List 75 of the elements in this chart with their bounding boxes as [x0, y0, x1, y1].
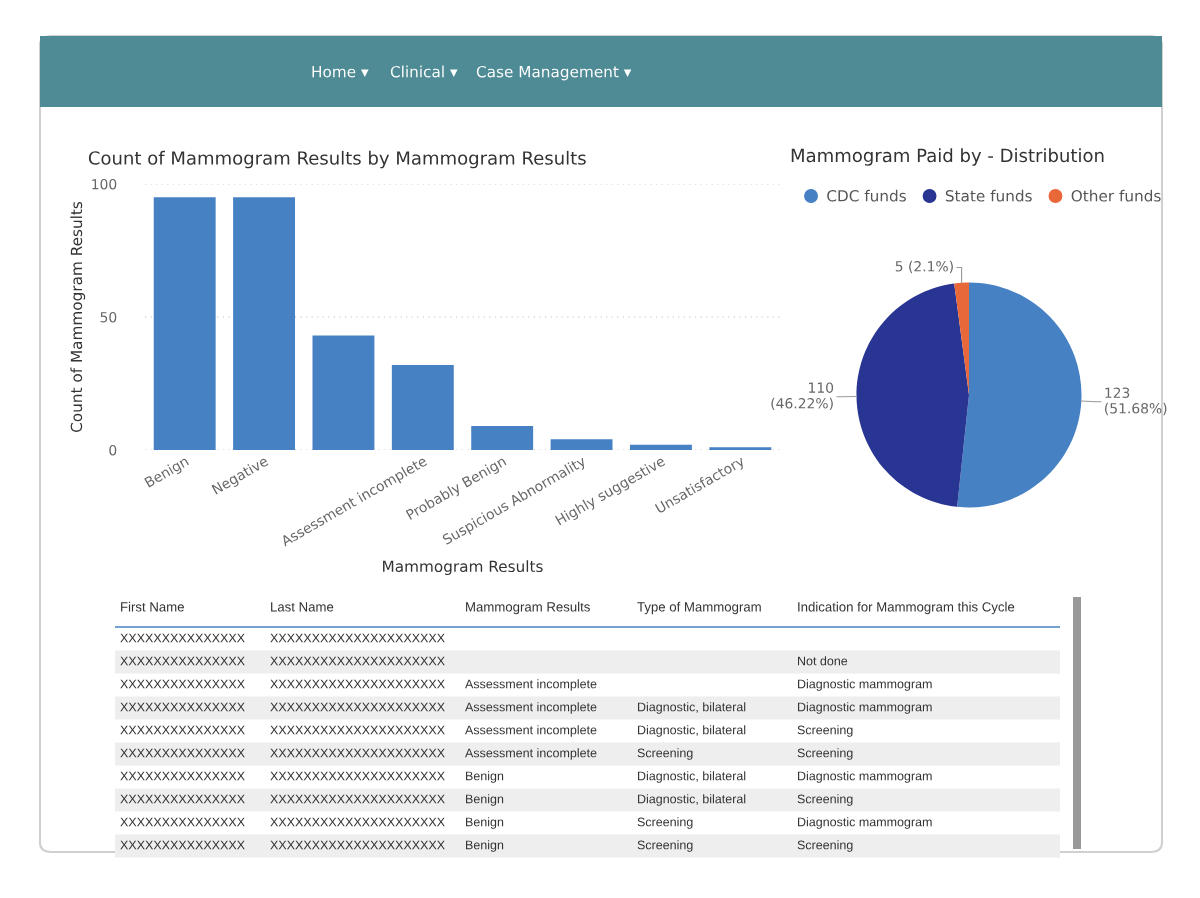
- bar: [550, 439, 613, 450]
- text: Benign: [466, 840, 504, 852]
- text: Diagnostic mammogram: [798, 702, 932, 714]
- text: Benign: [466, 817, 504, 829]
- text: Assessment incomplete: [465, 725, 597, 737]
- chart-title: Count of Mammogram Results by Mammogram Results: [88, 150, 586, 169]
- text: XXXXXXXXXXXXXXXXXXXXX: [270, 725, 445, 735]
- text: XXXXXXXXXXXXXXXXXXXXX: [270, 633, 445, 643]
- bar: [312, 335, 375, 450]
- text: XXXXXXXXXXXXXXX: [120, 679, 245, 689]
- legend-label: Other funds: [1071, 189, 1161, 202]
- bar: [233, 197, 296, 450]
- text: Benign: [466, 771, 504, 783]
- text: XXXXXXXXXXXXXXXXXXXXX: [270, 840, 445, 850]
- text: XXXXXXXXXXXXXXX: [120, 633, 245, 643]
- text: Diagnostic, bilateral: [638, 702, 746, 714]
- category-label: Type of Mammogram: [637, 601, 761, 615]
- text: XXXXXXXXXXXXXXX: [120, 656, 245, 666]
- text: Assessment incomplete: [465, 702, 597, 714]
- text: XXXXXXXXXXXXXXXXXXXXX: [270, 656, 445, 666]
- text: Screening: [797, 840, 853, 852]
- data-label: 110 (46.22%): [771, 382, 834, 411]
- legend-label: CDC funds: [827, 189, 906, 202]
- category-label: Last Name: [271, 602, 334, 612]
- chart-title: Mammogram Paid by - Distribution: [791, 148, 1104, 166]
- text: Assessment incomplete: [465, 679, 597, 691]
- bar: [709, 447, 772, 450]
- y-tick-label: 50: [100, 311, 117, 323]
- bar: [153, 197, 216, 450]
- text: Clinical ▾: [390, 65, 458, 78]
- text: Screening: [637, 840, 693, 852]
- bar: [391, 364, 454, 450]
- text: Diagnostic, bilateral: [638, 725, 746, 737]
- text: XXXXXXXXXXXXXXXXXXXXX: [270, 817, 445, 827]
- pie-slice: [856, 283, 969, 507]
- text: XXXXXXXXXXXXXXXXXXXXX: [270, 748, 445, 758]
- text: Diagnostic mammogram: [798, 679, 932, 691]
- text: Diagnostic mammogram: [798, 817, 932, 829]
- bar: [471, 426, 534, 450]
- text: Diagnostic, bilateral: [638, 771, 746, 783]
- text: Screening: [797, 794, 853, 806]
- text: Benign: [466, 794, 504, 806]
- text: Diagnostic, bilateral: [638, 794, 746, 806]
- category-label: First Name: [121, 601, 184, 612]
- text: XXXXXXXXXXXXXXX: [120, 771, 245, 781]
- text: XXXXXXXXXXXXXXXXXXXXX: [270, 702, 445, 712]
- text: Screening: [797, 725, 853, 737]
- text: Not done: [798, 656, 848, 666]
- text: Screening: [637, 817, 693, 829]
- category-label: Indication for Mammogram this Cycle: [798, 601, 1015, 615]
- category-label: Mammogram Results: [466, 601, 590, 615]
- text: XXXXXXXXXXXXXXXXXXXXX: [270, 771, 445, 781]
- text: XXXXXXXXXXXXXXX: [120, 817, 245, 827]
- text: Case Management ▾: [476, 65, 632, 81]
- bar: [629, 444, 692, 450]
- text: XXXXXXXXXXXXXXX: [120, 840, 245, 850]
- pie-slice: [957, 282, 1082, 508]
- data-label: 5 (2.1%): [895, 260, 953, 274]
- text: XXXXXXXXXXXXXXX: [120, 794, 245, 804]
- text: XXXXXXXXXXXXXXXXXXXXX: [270, 794, 445, 804]
- text: Screening: [637, 748, 693, 760]
- text: Assessment incomplete: [465, 748, 597, 760]
- y-tick-label: 100: [92, 178, 117, 190]
- text: XXXXXXXXXXXXXXX: [120, 748, 245, 758]
- text: XXXXXXXXXXXXXXX: [120, 725, 245, 735]
- text: XXXXXXXXXXXXXXX: [120, 702, 245, 712]
- text: Home ▾: [312, 66, 369, 78]
- text: Screening: [797, 748, 853, 760]
- text: XXXXXXXXXXXXXXXXXXXXX: [270, 679, 445, 689]
- legend-label: State funds: [945, 189, 1032, 202]
- y-tick-label: 0: [109, 444, 117, 456]
- x-axis-title: Mammogram Results: [383, 560, 543, 576]
- data-label: 123 (51.68%): [1105, 387, 1167, 416]
- text: Diagnostic mammogram: [798, 771, 932, 783]
- y-axis-title: Count of Mammogram Results: [70, 201, 86, 432]
